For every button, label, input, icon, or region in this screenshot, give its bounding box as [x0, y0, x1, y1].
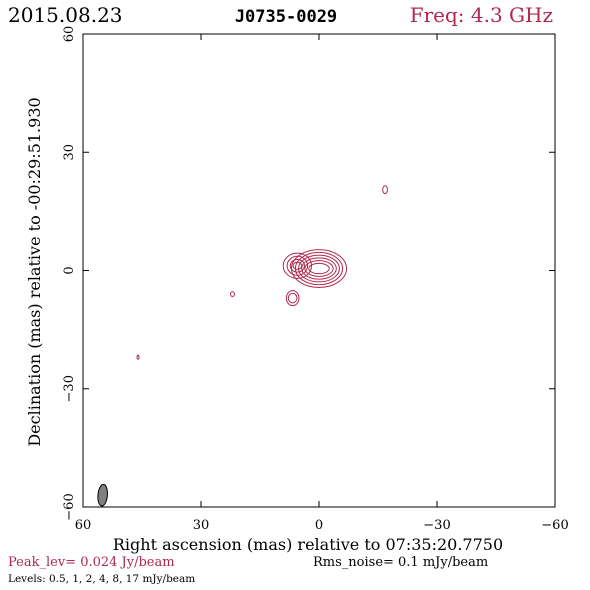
beam: [97, 483, 108, 507]
y-tick-label: 0: [62, 266, 77, 274]
contour-core-level-5: [304, 260, 334, 277]
contours: [136, 185, 388, 360]
y-tick-label: 60: [62, 26, 77, 43]
y-tick-label: 30: [62, 144, 77, 161]
beam-ellipse: [97, 483, 108, 507]
x-tick-label: −60: [541, 518, 568, 533]
contour-east-knot-level-2: [286, 255, 309, 276]
x-tick-label: −30: [423, 518, 450, 533]
x-tick-label: 0: [315, 518, 323, 533]
plot-frame: [82, 33, 556, 508]
rms-noise: Rms_noise= 0.1 mJy/beam: [313, 555, 488, 570]
y-tick-label: −60: [62, 493, 77, 520]
contour-core-level-2: [294, 251, 344, 286]
contour-core-level-4: [301, 257, 337, 280]
x-tick-label: 30: [193, 518, 210, 533]
source-name: J0735-0029: [235, 7, 337, 27]
y-axis-label: Declination (mas) relative to -00:29:51.…: [25, 97, 44, 446]
observation-date: 2015.08.23: [8, 3, 123, 27]
contour-w-spot-level-1: [230, 291, 235, 298]
contour-south-blob-level-1: [285, 290, 300, 307]
contour-levels: Levels: 0.5, 1, 2, 4, 8, 17 mJy/beam: [8, 573, 195, 585]
contour-ne-spot-level-1: [382, 185, 388, 195]
contour-core-level-6: [308, 262, 330, 275]
contour-east-knot-level-4: [292, 261, 303, 270]
peak-level: Peak_lev= 0.024 Jy/beam: [8, 555, 175, 570]
x-tick-label: 60: [75, 518, 92, 533]
contour-core-level-3: [298, 254, 340, 283]
frequency-label: Freq: 4.3 GHz: [410, 3, 553, 27]
x-axis-label: Right ascension (mas) relative to 07:35:…: [113, 535, 503, 554]
axis-ticks: [82, 33, 556, 508]
contour-south-blob-level-2: [287, 292, 298, 304]
contour-sw-speck-level-1: [136, 354, 140, 360]
y-tick-label: −30: [62, 375, 77, 402]
axis-tick-labels: 60 30 0 −30 −60 −60 −30 0 30 60: [62, 26, 569, 533]
contour-east-knot-level-1: [282, 252, 313, 279]
contour-east-knot-level-3: [289, 258, 305, 273]
